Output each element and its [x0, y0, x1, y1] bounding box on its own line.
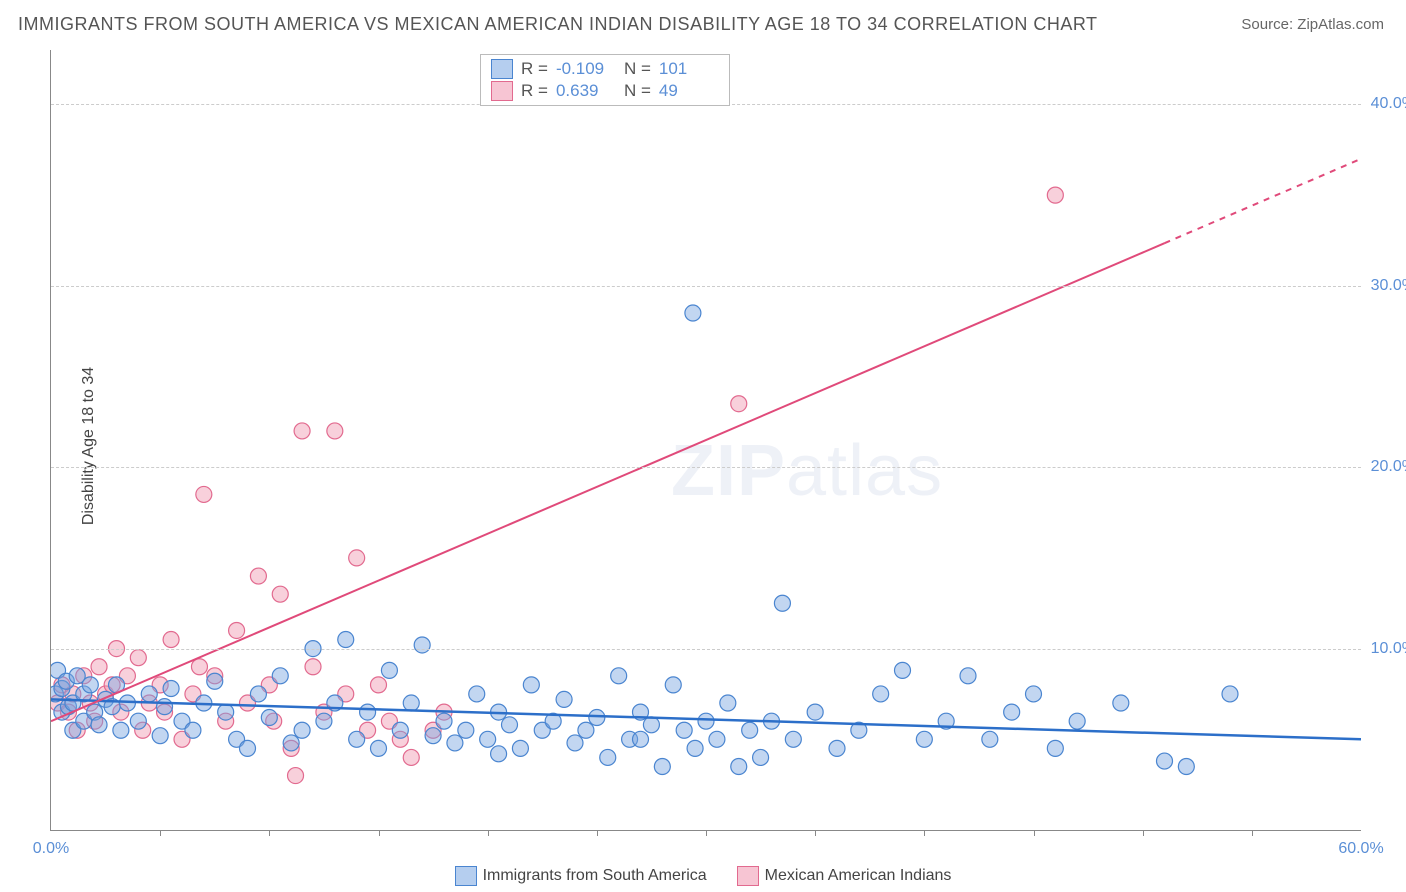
stats-legend-box: R = -0.109 N = 101 R = 0.639 N = 49	[480, 54, 730, 106]
y-tick-label: 40.0%	[1366, 95, 1406, 113]
x-tick-mark	[488, 830, 489, 836]
legend-label-blue: Immigrants from South America	[483, 867, 707, 885]
stats-row-blue: R = -0.109 N = 101	[491, 59, 719, 79]
swatch-blue	[455, 866, 477, 886]
stats-pink-r: 0.639	[556, 81, 616, 101]
legend-label-pink: Mexican American Indians	[765, 867, 952, 885]
legend-item-blue: Immigrants from South America	[455, 866, 707, 886]
y-tick-label: 20.0%	[1366, 458, 1406, 476]
scatter-svg	[51, 50, 1361, 830]
gridline	[51, 286, 1361, 287]
swatch-pink	[491, 81, 513, 101]
plot-region: ZIPatlas 10.0%20.0%30.0%40.0%0.0%60.0%	[50, 50, 1361, 831]
x-tick-label: 60.0%	[1338, 840, 1383, 858]
y-tick-label: 30.0%	[1366, 277, 1406, 295]
x-tick-mark	[924, 830, 925, 836]
stats-row-pink: R = 0.639 N = 49	[491, 81, 719, 101]
x-tick-mark	[815, 830, 816, 836]
stats-pink-n: 49	[659, 81, 719, 101]
x-tick-mark	[1143, 830, 1144, 836]
swatch-pink	[737, 866, 759, 886]
stats-blue-r: -0.109	[556, 59, 616, 79]
source-value: ZipAtlas.com	[1297, 16, 1384, 33]
bottom-legend: Immigrants from South America Mexican Am…	[0, 866, 1406, 886]
stats-n-label: N =	[624, 81, 651, 101]
x-tick-mark	[379, 830, 380, 836]
x-tick-mark	[597, 830, 598, 836]
x-tick-mark	[269, 830, 270, 836]
stats-n-label: N =	[624, 59, 651, 79]
source-label: Source:	[1241, 16, 1297, 33]
stats-blue-n: 101	[659, 59, 719, 79]
gridline	[51, 649, 1361, 650]
watermark-rest: atlas	[786, 431, 943, 511]
stats-r-label: R =	[521, 81, 548, 101]
stats-r-label: R =	[521, 59, 548, 79]
x-tick-mark	[160, 830, 161, 836]
chart-title: IMMIGRANTS FROM SOUTH AMERICA VS MEXICAN…	[18, 14, 1098, 35]
y-tick-label: 10.0%	[1366, 640, 1406, 658]
watermark-bold: ZIP	[671, 431, 786, 511]
chart-area: ZIPatlas 10.0%20.0%30.0%40.0%0.0%60.0%	[50, 50, 1360, 830]
x-tick-mark	[706, 830, 707, 836]
legend-item-pink: Mexican American Indians	[737, 866, 952, 886]
source-attribution: Source: ZipAtlas.com	[1241, 16, 1384, 33]
x-tick-mark	[1034, 830, 1035, 836]
x-tick-mark	[1252, 830, 1253, 836]
x-tick-label: 0.0%	[33, 840, 69, 858]
swatch-blue	[491, 59, 513, 79]
watermark: ZIPatlas	[671, 430, 943, 512]
gridline	[51, 467, 1361, 468]
